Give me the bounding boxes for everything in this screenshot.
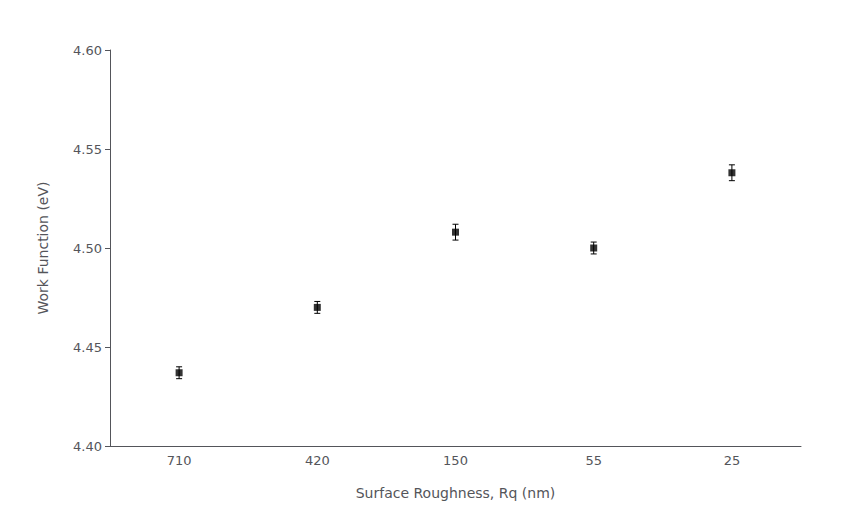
svg-text:420: 420	[305, 453, 330, 468]
svg-text:Surface Roughness, Rq (nm): Surface Roughness, Rq (nm)	[356, 485, 556, 501]
svg-text:55: 55	[585, 453, 602, 468]
svg-text:4.45: 4.45	[73, 340, 102, 355]
svg-text:4.55: 4.55	[73, 142, 102, 157]
svg-text:25: 25	[724, 453, 741, 468]
svg-text:4.50: 4.50	[73, 241, 102, 256]
svg-text:150: 150	[443, 453, 468, 468]
svg-text:Work Function (eV): Work Function (eV)	[35, 181, 51, 314]
svg-text:710: 710	[167, 453, 192, 468]
svg-text:4.60: 4.60	[73, 43, 102, 58]
svg-text:4.40: 4.40	[73, 439, 102, 454]
